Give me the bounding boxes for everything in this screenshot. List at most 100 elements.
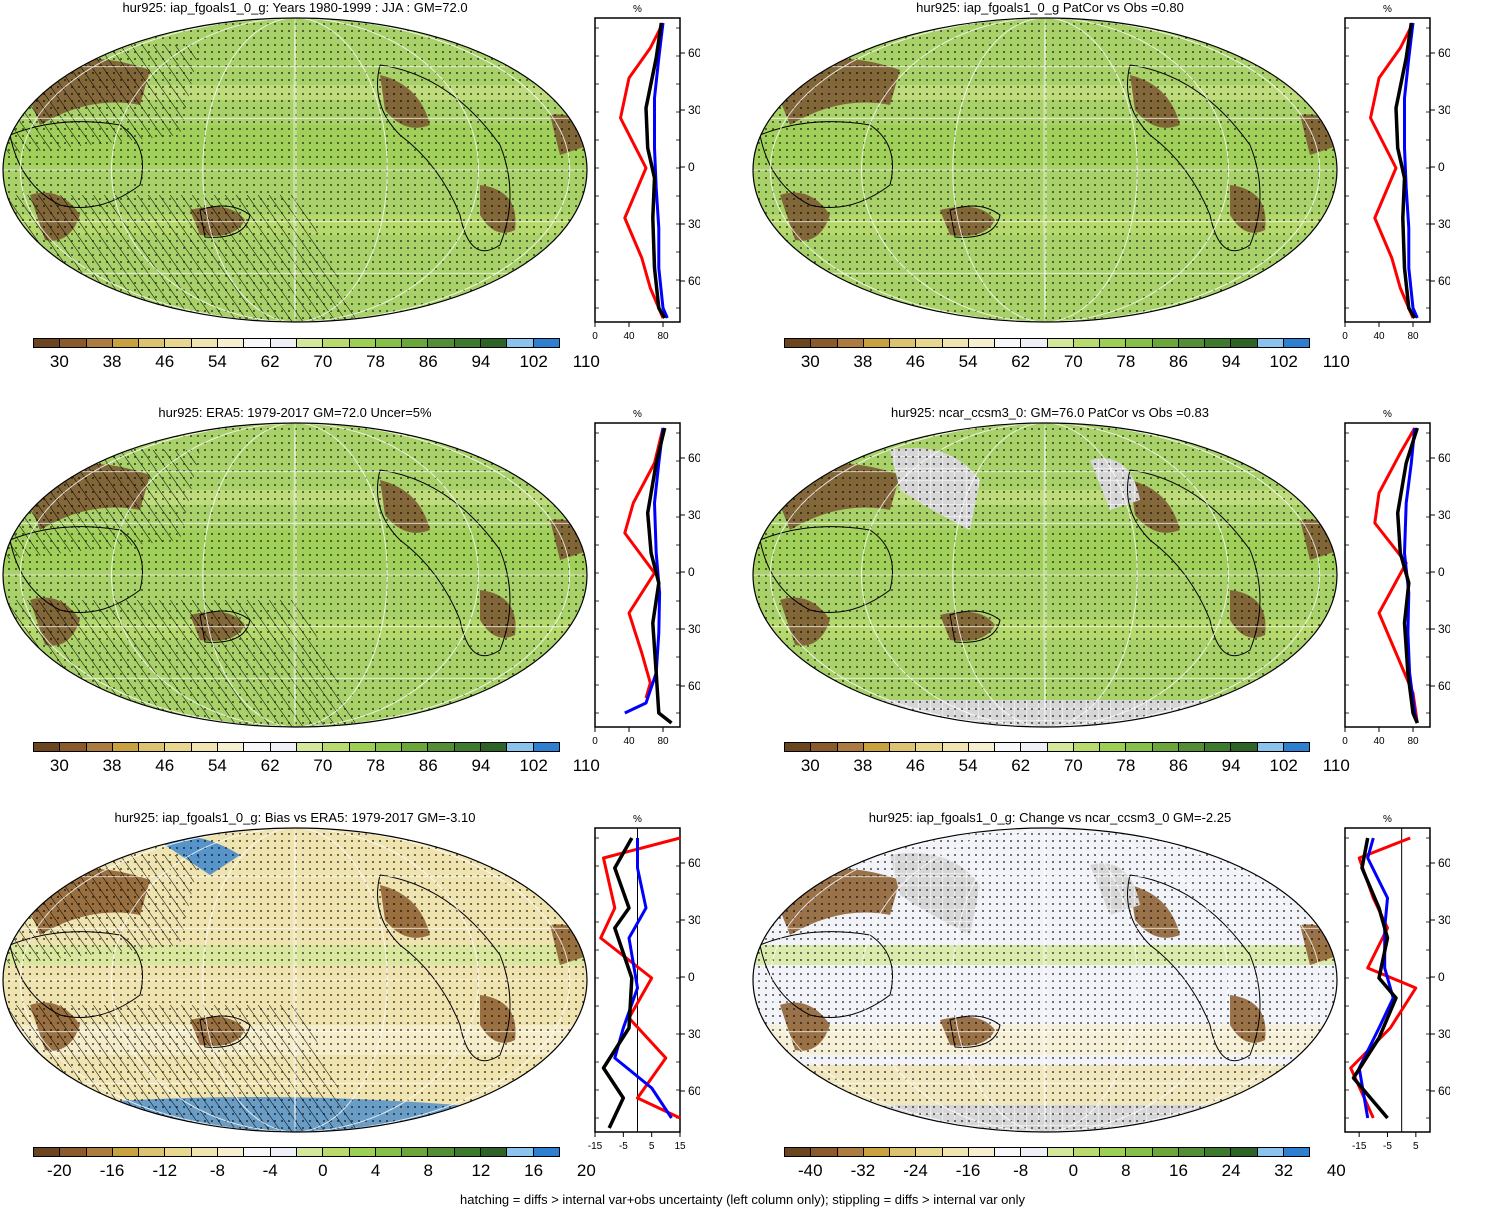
colorbar-swatch (270, 1148, 297, 1156)
zonal-profile-plot: % 60N 30N 0 30S 60S 0 40 80 (592, 4, 700, 342)
colorbar-swatch (1126, 339, 1153, 347)
colorbar-swatch (1152, 743, 1179, 751)
colorbar-label: 46 (155, 352, 175, 371)
map-canvas (2, 827, 588, 1133)
colorbar-swatch (1152, 1148, 1179, 1156)
profile-unit-label: % (1383, 409, 1392, 420)
profile-ytick-label: 60N (1438, 46, 1450, 60)
colorbar-label: 30 (800, 756, 820, 775)
colorbar-swatch (1021, 339, 1048, 347)
colorbar-labels: -40 -32 -24 -16 -8 0 8 16 24 32 40 (784, 1161, 1346, 1181)
colorbar-swatch (349, 743, 376, 751)
profile-line-red (619, 22, 665, 319)
profile-ytick-label: 0 (1438, 160, 1445, 174)
colorbar-swatch (1126, 743, 1153, 751)
colorbar-label: 102 (1269, 352, 1298, 371)
colorbar-swatch (507, 339, 534, 347)
profile-ytick-label: 30N (1438, 913, 1450, 927)
colorbar-swatch (481, 1148, 508, 1156)
colorbar-label: 0 (1068, 1161, 1079, 1180)
colorbar-label: 70 (313, 352, 333, 371)
colorbar-swatch (481, 743, 508, 751)
panel-bottom-left: hur925: iap_fgoals1_0_g: Bias vs ERA5: 1… (0, 810, 742, 1190)
colorbar-swatch (323, 743, 350, 751)
map-frame (2, 17, 588, 323)
colorbar-labels: 30 38 46 54 62 70 78 86 94 102 110 (784, 352, 1350, 372)
colorbar (33, 742, 560, 752)
colorbar-label: 30 (800, 352, 820, 371)
colorbar-label: -16 (99, 1161, 125, 1180)
colorbar-swatch (270, 743, 297, 751)
profile-xtick-label: 5 (649, 1141, 655, 1152)
profile-ytick-label: 60S (1438, 274, 1450, 288)
colorbar-swatch (454, 339, 482, 347)
profile-ytick-label: 60N (1438, 856, 1450, 870)
colorbar-swatch (454, 743, 482, 751)
panel-title: hur925: ncar_ccsm3_0: GM=76.0 PatCor vs … (891, 405, 1209, 420)
colorbar-label: 8 (1121, 1161, 1131, 1180)
colorbar-label: 4 (370, 1161, 381, 1180)
colorbar (784, 1147, 1310, 1157)
profile-ytick-label: 30N (688, 913, 700, 927)
colorbar-swatch (1257, 1148, 1284, 1156)
colorbar-label: 62 (1011, 756, 1031, 775)
colorbar-swatch (296, 339, 324, 347)
zonal-profile-plot: % 60N 30N 0 30S 60S 0 40 80 (1342, 409, 1450, 747)
hatching (3, 1005, 360, 1132)
profile-ytick-label: 60S (1438, 679, 1450, 693)
zonal-profile-plot: % 60N 30N 0 30S 60S -15 -5 5 (1344, 814, 1450, 1152)
profile-line-black (1351, 837, 1398, 1120)
colorbar-swatch (1073, 339, 1100, 347)
colorbar-swatch (191, 339, 219, 347)
colorbar-swatch (86, 743, 113, 751)
hatching (3, 600, 360, 727)
colorbar-swatch (402, 1148, 429, 1156)
profile-xtick-label: 40 (1373, 331, 1385, 342)
profile-xtick-label: -5 (619, 1141, 628, 1152)
profile-ytick-label: 0 (688, 565, 695, 579)
panel-mid-left: hur925: ERA5: 1979-2017 GM=72.0 Uncer=5%… (0, 405, 742, 800)
colorbar-label: -40 (798, 1161, 823, 1180)
colorbar-swatch (1178, 339, 1205, 347)
colorbar-swatch (296, 743, 324, 751)
colorbar-swatch (323, 339, 350, 347)
colorbar-label: 16 (1169, 1161, 1188, 1180)
colorbar-label: 78 (1116, 352, 1136, 371)
panel-title: hur925: iap_fgoals1_0_g: Years 1980-1999… (122, 0, 468, 15)
colorbar-label: 16 (524, 1161, 544, 1180)
profile-xtick-label: 40 (1373, 736, 1385, 747)
colorbar-labels: 30 38 46 54 62 70 78 86 94 102 110 (33, 756, 600, 776)
colorbar-label: 86 (418, 352, 438, 371)
colorbar-label: 110 (572, 756, 600, 775)
colorbar-swatch (785, 339, 812, 347)
colorbar-label: 94 (471, 756, 491, 775)
colorbar-swatch (1047, 743, 1074, 751)
colorbar-label: -12 (152, 1161, 178, 1180)
colorbar-label: 78 (366, 756, 386, 775)
zonal-profile-plot: % 60N 30N 0 30S 60S 0 40 80 (592, 409, 700, 747)
colorbar-label: 20 (576, 1161, 596, 1180)
colorbar-swatch (191, 743, 219, 751)
colorbar-swatch (112, 743, 140, 751)
colorbar-swatch (1257, 339, 1284, 347)
colorbar-swatch (533, 339, 559, 347)
colorbar-swatch (1178, 1148, 1205, 1156)
profile-xtick-label: 0 (1342, 736, 1348, 747)
colorbar-label: 86 (418, 756, 438, 775)
profile-xtick-label: 40 (623, 331, 635, 342)
panel-title: hur925: iap_fgoals1_0_g: Change vs ncar_… (868, 810, 1232, 825)
map-canvas (2, 17, 588, 323)
colorbar (784, 742, 1310, 752)
colorbar-label: 0 (318, 1161, 328, 1180)
colorbar-swatch (1047, 1148, 1074, 1156)
colorbar-swatch (1257, 743, 1284, 751)
profile-line-black (1394, 22, 1417, 319)
colorbar-swatch (863, 743, 890, 751)
profile-ytick-label: 60N (1438, 451, 1450, 465)
colorbar-label: 102 (519, 352, 548, 371)
profile-line-blue (653, 22, 669, 319)
profile-ytick-label: 30N (1438, 103, 1450, 117)
profile-line-blue (624, 427, 665, 715)
colorbar-swatch (533, 743, 559, 751)
colorbar-swatch (165, 743, 192, 751)
